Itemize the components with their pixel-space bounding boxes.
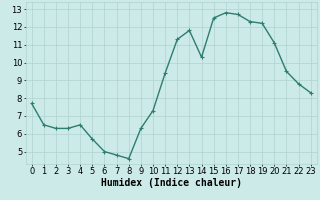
X-axis label: Humidex (Indice chaleur): Humidex (Indice chaleur) xyxy=(101,178,242,188)
